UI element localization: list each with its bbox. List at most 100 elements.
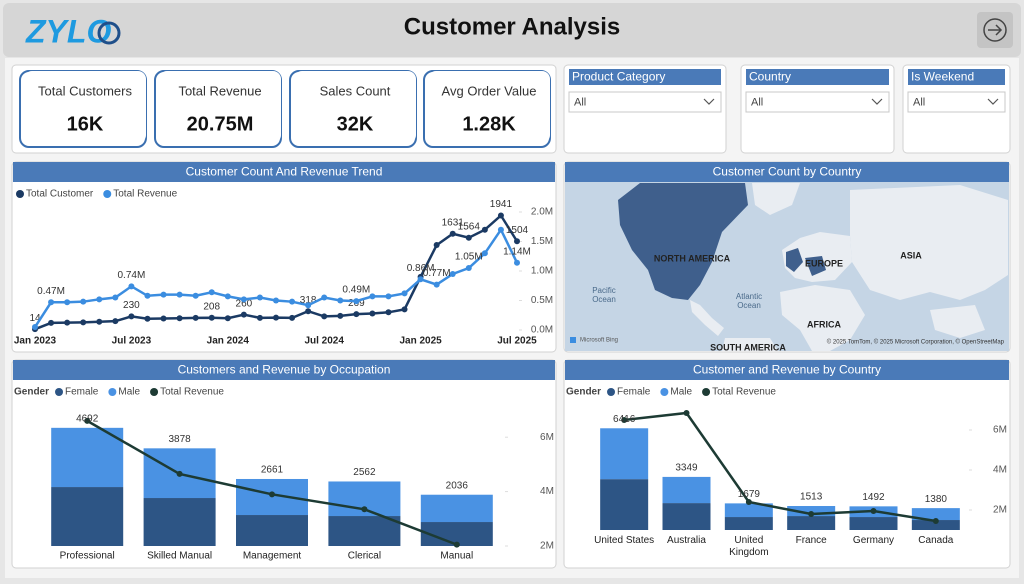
data-point: [353, 311, 360, 318]
legend-label: Female: [65, 387, 99, 398]
data-label: 1.14M: [503, 246, 531, 257]
data-point: [128, 283, 135, 290]
data-label: 0.77M: [423, 268, 451, 279]
data-point: [208, 314, 215, 321]
x-tick-label: Jan 2025: [399, 336, 442, 347]
y2-tick-label: 2M: [540, 541, 554, 552]
data-label: 0.49M: [342, 285, 370, 296]
legend-marker: [108, 388, 117, 396]
filter-dropdown[interactable]: All: [568, 91, 722, 113]
bar-segment: [143, 498, 216, 546]
data-point: [273, 314, 279, 321]
data-label: 1504: [506, 225, 529, 236]
map-label: EUROPE: [805, 258, 843, 268]
x-tick-label: Jul 2023: [112, 336, 152, 347]
data-point: [497, 226, 504, 233]
legend-label: Total Revenue: [113, 189, 177, 200]
dropdown-value: All: [913, 96, 925, 108]
x-tick-label: Skilled Manual: [147, 551, 212, 562]
filter-dropdown[interactable]: All: [907, 91, 1006, 113]
bar-segment: [51, 487, 124, 546]
panel-title: Customer Count And Revenue Trend: [186, 165, 383, 179]
data-point: [369, 310, 376, 317]
filter-header: [908, 69, 1005, 85]
kpi-card-face: [159, 71, 281, 143]
data-point: [192, 292, 199, 299]
data-point: [465, 265, 472, 272]
data-point: [144, 315, 151, 322]
data-point: [433, 242, 440, 249]
data-point: [433, 281, 440, 288]
kpi-value: 1.28K: [462, 113, 516, 135]
x-tick-label: Jan 2023: [14, 336, 57, 347]
data-point: [683, 410, 690, 416]
x-tick-label-box: United States: [594, 535, 654, 546]
kpi-label: Sales Count: [320, 83, 391, 98]
data-point: [361, 506, 368, 513]
kpi-value: 32K: [337, 113, 374, 135]
map-ocean-label-box: Pacific Ocean: [592, 286, 616, 304]
legend-marker: [660, 388, 669, 396]
x-tick-label: Management: [243, 551, 302, 562]
data-point: [224, 315, 231, 322]
x-tick-label: Australia: [667, 535, 706, 546]
data-point: [305, 302, 312, 309]
data-point: [96, 296, 103, 303]
y2-tick-label: 2.0M: [531, 207, 553, 218]
data-point: [256, 314, 263, 321]
logo: ZYLO: [25, 13, 111, 49]
data-point: [84, 417, 91, 424]
legend-marker: [16, 190, 24, 198]
data-point: [481, 226, 488, 233]
data-point: [112, 294, 119, 301]
dropdown-box: [907, 91, 1006, 113]
data-label: 0.47M: [37, 286, 65, 297]
data-point: [240, 311, 247, 318]
bar-segment: [420, 522, 493, 546]
data-point: [112, 318, 119, 325]
data-point: [80, 319, 87, 326]
data-point: [176, 315, 183, 322]
bar-segment: [236, 515, 308, 546]
bar-segment: [849, 517, 898, 530]
map-asia: [850, 185, 1008, 300]
nav-button[interactable]: [983, 18, 1007, 42]
y2-tick-label: 2M: [993, 505, 1007, 516]
filter-dropdown[interactable]: All: [745, 91, 890, 113]
legend-marker: [702, 388, 711, 396]
y2-tick-label: 4M: [540, 486, 554, 497]
kpi-value: 20.75M: [187, 113, 254, 135]
kpi-label: Total Revenue: [178, 83, 261, 98]
total-label: 4692: [76, 413, 99, 424]
kpi-panel: [11, 64, 557, 154]
kpi-card-face: [24, 71, 146, 143]
legend-marker: [55, 388, 64, 396]
total-label: 2661: [261, 465, 284, 476]
legend-marker: [103, 190, 112, 198]
data-point: [273, 297, 279, 304]
data-label: 0.86M: [407, 263, 435, 274]
x-tick-label: Professional: [60, 551, 115, 562]
data-point: [745, 499, 752, 505]
bar-segment: [911, 520, 960, 530]
data-point: [128, 313, 135, 320]
logo-mark: [97, 21, 121, 45]
map-south-america: [722, 338, 778, 351]
data-label: 0.74M: [118, 270, 146, 281]
y2-tick-label: 1.5M: [531, 236, 553, 247]
kpi-label: Avg Order Value: [442, 83, 537, 98]
filter-label: Product Category: [572, 70, 665, 84]
data-point: [144, 292, 151, 299]
map-attribution: © 2025 TomTom, © 2025 Microsoft Corporat…: [827, 339, 1005, 346]
total-label: 2562: [353, 467, 376, 478]
filter-label: Country: [749, 70, 791, 84]
data-point: [305, 308, 312, 315]
total-label: 3349: [675, 463, 698, 474]
total-label: 1492: [862, 492, 885, 503]
legend-title: Gender: [566, 387, 601, 398]
map-ocean-label-box: Atlantic Ocean: [736, 292, 762, 310]
panel-title-bar: [13, 162, 555, 182]
y2-tick-label: 0.5M: [531, 295, 553, 306]
